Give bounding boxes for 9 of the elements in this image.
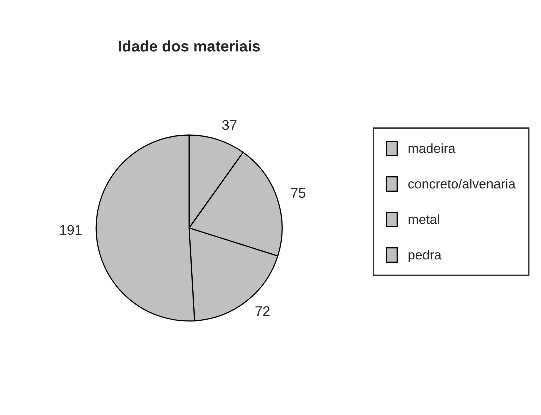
chart-title: Idade dos materiais xyxy=(119,40,260,52)
data-label: 37 xyxy=(222,120,237,130)
data-label: 75 xyxy=(291,188,306,198)
legend-label: pedra xyxy=(408,250,442,262)
data-label: 72 xyxy=(256,306,270,316)
data-label: 191 xyxy=(60,225,82,236)
legend-label: metal xyxy=(408,214,440,224)
legend-label: concreto/alvenaria xyxy=(408,179,516,189)
legend-label: madeira xyxy=(408,144,456,154)
